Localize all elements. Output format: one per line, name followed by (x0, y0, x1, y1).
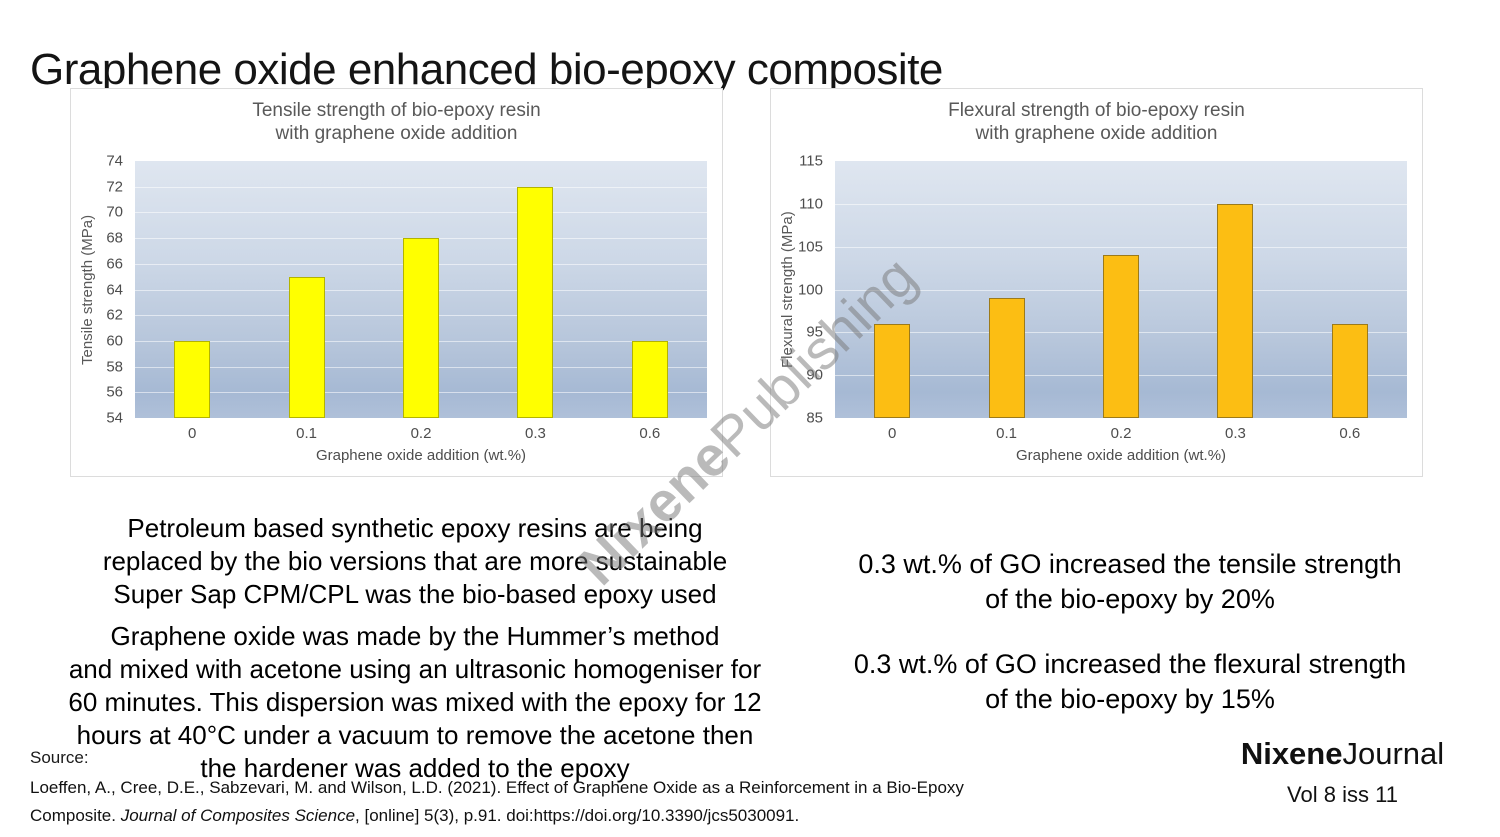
x-tick-label: 0.2 (1110, 425, 1132, 442)
source-label: Source: (30, 748, 89, 767)
y-axis-ticks: 115 110 105 100 95 90 85 (797, 153, 829, 427)
x-tick-label: 0.2 (410, 425, 432, 442)
plot-area (135, 161, 707, 418)
y-tick-label: 100 (797, 281, 823, 298)
x-tick-label: 0.1 (296, 425, 318, 442)
bar-0-wt (874, 323, 911, 418)
gridline (135, 212, 707, 214)
journal-logo-bold: Nixene (1240, 736, 1343, 771)
note-tensile-result: 0.3 wt.% of GO increased the tensile str… (858, 549, 1402, 614)
chart-title: Tensile strength of bio-epoxy resin with… (252, 100, 541, 144)
y-tick-label: 62 (106, 306, 123, 324)
citation-line2-prefix: Composite. (30, 806, 121, 826)
bar-0.2-wt (1103, 255, 1139, 418)
chart-flexural-strength: Flexural strength of bio-epoxy resin wit… (770, 88, 1423, 477)
y-tick-label: 90 (806, 366, 823, 384)
x-tick-label: 0.3 (1224, 425, 1246, 442)
x-tick-label: 0.6 (639, 425, 661, 442)
bar-0-wt (174, 340, 211, 418)
gridline (135, 186, 707, 188)
page-title: Graphene oxide enhanced bio-epoxy compos… (30, 45, 943, 95)
x-axis-title: Graphene oxide addition (wt.%) (1015, 447, 1227, 464)
journal-issue: Vol 8 iss 11 (1287, 782, 1398, 807)
y-tick-label: 56 (106, 383, 123, 401)
y-tick-label: 74 (106, 152, 123, 170)
gridline (835, 246, 1407, 248)
y-tick-label: 95 (806, 323, 823, 341)
x-tick-label: 0.1 (996, 425, 1018, 442)
y-axis-ticks: 74 72 70 68 66 64 62 60 58 56 54 (97, 153, 129, 427)
bar-0.1-wt (988, 298, 1025, 418)
journal-logo-regular: Journal (1342, 736, 1445, 771)
y-tick-label: 54 (106, 409, 123, 427)
chart-title: Flexural strength of bio-epoxy resin wit… (948, 100, 1245, 144)
source-citation: Loeffen, A., Cree, D.E., Sabzevari, M. a… (30, 774, 1075, 830)
journal-logo: NixeneJournal (1220, 736, 1465, 772)
x-tick-label: 0 (888, 425, 897, 442)
x-tick-label: 0 (188, 425, 197, 442)
y-tick-label: 105 (797, 238, 823, 256)
note-epoxy-background: Petroleum based synthetic epoxy resins a… (102, 513, 728, 610)
bar-0.3-wt (517, 186, 554, 418)
y-tick-label: 58 (106, 358, 123, 376)
x-axis-title: Graphene oxide addition (wt.%) (315, 447, 527, 464)
bar-0.6-wt (1331, 323, 1368, 418)
bar-0.6-wt (631, 340, 668, 418)
y-tick-label: 85 (806, 409, 823, 427)
bar-0.2-wt (403, 238, 439, 418)
citation-journal-name: Journal of Composites Science (120, 806, 356, 826)
chart-tensile-strength: Tensile strength of bio-epoxy resin with… (70, 88, 723, 477)
y-tick-label: 115 (799, 152, 823, 170)
plot-area (835, 161, 1407, 418)
y-tick-label: 68 (106, 229, 123, 247)
x-tick-label: 0.6 (1339, 425, 1361, 442)
x-axis-ticks: 0 0.1 0.2 0.3 0.6 (835, 425, 1407, 442)
gridline (835, 203, 1407, 205)
x-axis-ticks: 0 0.1 0.2 0.3 0.6 (135, 425, 707, 442)
y-tick-label: 72 (106, 178, 123, 196)
y-tick-label: 64 (106, 281, 123, 298)
note-flexural-result: 0.3 wt.% of GO increased the flexural st… (853, 649, 1407, 714)
citation-line1: Loeffen, A., Cree, D.E., Sabzevari, M. a… (30, 778, 964, 797)
y-tick-label: 110 (799, 195, 823, 213)
bar-0.1-wt (288, 276, 325, 418)
note-go-preparation: Graphene oxide was made by the Hummer’s … (68, 621, 762, 784)
y-tick-label: 70 (106, 203, 123, 221)
x-tick-label: 0.3 (524, 425, 546, 442)
citation-line2-suffix: , [online] 5(3), p.91. doi:https://doi.o… (355, 806, 800, 826)
bar-0.3-wt (1217, 203, 1254, 418)
y-tick-label: 60 (106, 332, 123, 350)
y-tick-label: 66 (106, 255, 123, 273)
